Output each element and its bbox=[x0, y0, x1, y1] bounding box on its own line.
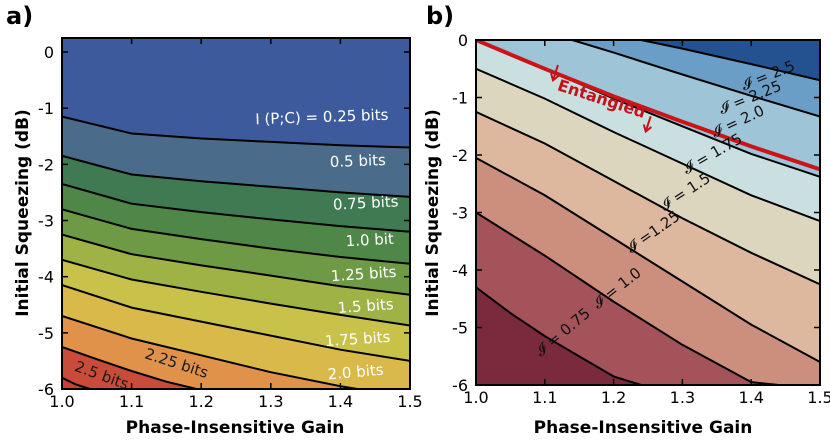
y-tick-label: -1 bbox=[38, 99, 54, 118]
x-tick-label: 1.4 bbox=[738, 388, 763, 407]
x-tick-label: 1.1 bbox=[532, 388, 557, 407]
x-tick-label: 1.3 bbox=[670, 388, 695, 407]
down-arrow-head bbox=[550, 73, 560, 83]
panel-b-letter: b) bbox=[426, 2, 454, 30]
contour-band bbox=[476, 212, 820, 385]
contour-label: 1.25 bits bbox=[330, 263, 397, 286]
contour-band bbox=[476, 287, 820, 385]
contour-line bbox=[572, 40, 820, 118]
y-tick-label: -6 bbox=[38, 380, 54, 399]
panel-a: a) I (P;C) = 0.25 bits 0.5 bits 0.75 bits 1… bbox=[6, 2, 423, 438]
contour-label: 2.0 bits bbox=[327, 361, 385, 384]
contour-label: I (P;C) = 0.25 bits bbox=[255, 106, 389, 129]
y-axis-title-a: Initial Squeezing (dB) bbox=[13, 109, 33, 317]
contour-label: 1.0 bit bbox=[345, 230, 394, 251]
contour-label: 0.75 bits bbox=[333, 192, 400, 213]
down-arrow-icon bbox=[645, 115, 652, 130]
x-tick-label: 1.1 bbox=[119, 392, 144, 411]
contour-line bbox=[62, 284, 410, 362]
x-tick-label: 1.4 bbox=[328, 392, 353, 411]
down-arrow-head bbox=[642, 124, 653, 134]
x-tick-label: 1.3 bbox=[258, 392, 283, 411]
contour-line bbox=[62, 183, 410, 233]
plot-area-b: 𝓘 = 2.5𝓘 = 2.25𝓘 = 2.0𝓘 = 1.75𝓘 = 1.5𝓘 =… bbox=[452, 31, 830, 407]
y-tick-label: -3 bbox=[452, 204, 468, 223]
plot-area-a: I (P;C) = 0.25 bits 0.5 bits 0.75 bits 1.0 … bbox=[38, 37, 423, 411]
contour-band bbox=[62, 346, 197, 389]
contour-line bbox=[62, 208, 410, 265]
contour-fills bbox=[62, 38, 410, 389]
contour-line bbox=[62, 233, 410, 296]
x-tick-label: 1.0 bbox=[49, 392, 74, 411]
y-tick-label: -2 bbox=[452, 146, 468, 165]
x-tick-label: 1.5 bbox=[807, 388, 830, 407]
y-tick-label: -4 bbox=[452, 261, 468, 280]
contour-line bbox=[476, 67, 820, 223]
y-tick-label: -3 bbox=[38, 212, 54, 231]
plot-frame bbox=[61, 37, 411, 390]
contour-fills bbox=[476, 40, 820, 385]
contour-line bbox=[62, 376, 94, 389]
y-tick-label: 0 bbox=[44, 43, 54, 62]
panel-b: b) 𝓘 = 2.5𝓘 = 2.25𝓘 = 2.0𝓘 = 1.75𝓘 = 1.5… bbox=[423, 2, 830, 438]
x-axis-title-a: Phase-Insensitive Gain bbox=[126, 418, 345, 438]
y-tick-label: -1 bbox=[452, 89, 468, 108]
contour-label: 1.5 bits bbox=[337, 295, 394, 317]
contour-band bbox=[62, 316, 358, 389]
contour-line bbox=[62, 115, 410, 149]
contour-band bbox=[62, 377, 90, 389]
contour-line bbox=[640, 40, 820, 82]
contour-line bbox=[476, 157, 820, 363]
down-arrow-icon bbox=[552, 64, 559, 79]
entangled-boundary bbox=[476, 40, 820, 172]
y-tick-label: -5 bbox=[452, 319, 468, 338]
contour-line bbox=[476, 211, 779, 385]
y-tick-label: -2 bbox=[38, 155, 54, 174]
y-axis-title-b: Initial Squeezing (dB) bbox=[423, 109, 443, 317]
contour-line bbox=[62, 345, 201, 389]
contour-line bbox=[476, 110, 820, 286]
contour-line bbox=[476, 286, 642, 385]
y-tick-label: -4 bbox=[38, 268, 54, 287]
panel-a-letter: a) bbox=[6, 2, 33, 30]
contour-line bbox=[62, 258, 410, 327]
contour-line bbox=[62, 154, 410, 198]
contour-label: 1.75 bits bbox=[324, 328, 391, 351]
x-tick-label: 1.5 bbox=[397, 392, 422, 411]
contour-label: 0.5 bits bbox=[330, 151, 387, 171]
x-axis-title-b: Phase-Insensitive Gain bbox=[534, 418, 753, 438]
x-tick-label: 1.2 bbox=[601, 388, 626, 407]
y-tick-label: 0 bbox=[458, 31, 468, 50]
y-tick-label: -6 bbox=[452, 376, 468, 395]
x-tick-label: 1.0 bbox=[463, 388, 488, 407]
y-tick-label: -5 bbox=[38, 324, 54, 343]
x-tick-label: 1.2 bbox=[188, 392, 213, 411]
